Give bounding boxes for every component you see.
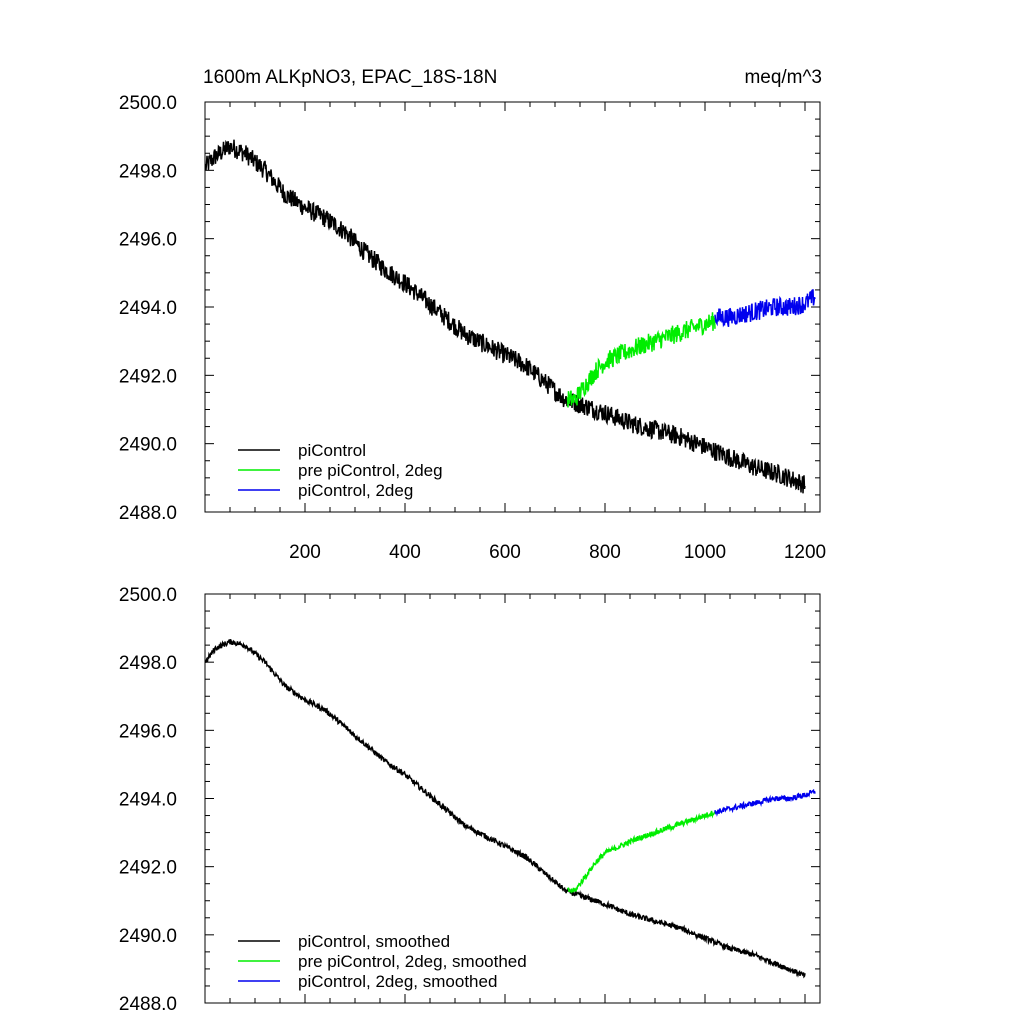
- series-line-pre-picontrol-2deg: [566, 312, 716, 408]
- x-tick-label: 200: [289, 542, 321, 563]
- x-tick-label: 1000: [684, 542, 726, 563]
- x-tick-label: 400: [389, 542, 421, 563]
- y-tick-label: 2492.0: [119, 858, 177, 879]
- legend-label: pre piControl, 2deg, smoothed: [298, 952, 527, 971]
- x-tick-label: 800: [589, 542, 621, 563]
- y-tick-label: 2494.0: [119, 298, 177, 319]
- series-line-picontrol-2deg-smoothed: [714, 788, 816, 817]
- y-tick-label: 2490.0: [119, 435, 177, 456]
- legend-label: piControl: [298, 441, 366, 460]
- chart-title: 1600m ALKpNO3, EPAC_18S-18N: [203, 67, 497, 88]
- bottom-panel: 2488.0 2490.0 2492.0 2494.0 2496.0 2498.0 2500…: [119, 585, 821, 1015]
- units-label: meq/m^3: [744, 67, 822, 88]
- axis-ticks: 2488.0 2490.0 2492.0 2494.0 2496.0 2498.0 2500…: [119, 93, 826, 563]
- y-tick-label: 2500.0: [119, 93, 177, 114]
- legend-label: piControl, 2deg: [298, 481, 413, 500]
- x-tick-label: 1200: [784, 542, 826, 563]
- plot-lines: [204, 638, 816, 979]
- series-line-picontrol-2deg: [714, 289, 816, 328]
- y-tick-label: 2488.0: [119, 503, 177, 524]
- y-tick-label: 2498.0: [119, 653, 177, 674]
- y-tick-label: 2496.0: [119, 721, 177, 742]
- top-panel: 1600m ALKpNO3, EPAC_18S-18N meq/m^3 2488…: [119, 67, 826, 563]
- plot-frame: [204, 593, 821, 1004]
- x-tick-label: 600: [489, 542, 521, 563]
- y-tick-label: 2498.0: [119, 161, 177, 182]
- y-tick-label: 2500.0: [119, 585, 177, 606]
- series-line-picontrol: [204, 139, 806, 494]
- legend-label: piControl, 2deg, smoothed: [298, 972, 497, 991]
- y-tick-label: 2496.0: [119, 230, 177, 251]
- series-line-pre-picontrol-2deg-smoothed: [566, 810, 716, 894]
- plot-lines: [204, 139, 816, 494]
- legend-label: pre piControl, 2deg: [298, 461, 443, 480]
- y-tick-label: 2494.0: [119, 790, 177, 811]
- plot-frame: [204, 101, 821, 513]
- axis-ticks: 2488.0 2490.0 2492.0 2494.0 2496.0 2498.0 2500…: [119, 585, 820, 1015]
- legend-label: piControl, smoothed: [298, 932, 450, 951]
- y-tick-label: 2490.0: [119, 926, 177, 947]
- series-line-picontrol-smoothed: [204, 638, 806, 979]
- y-tick-label: 2488.0: [119, 994, 177, 1015]
- y-tick-label: 2492.0: [119, 366, 177, 387]
